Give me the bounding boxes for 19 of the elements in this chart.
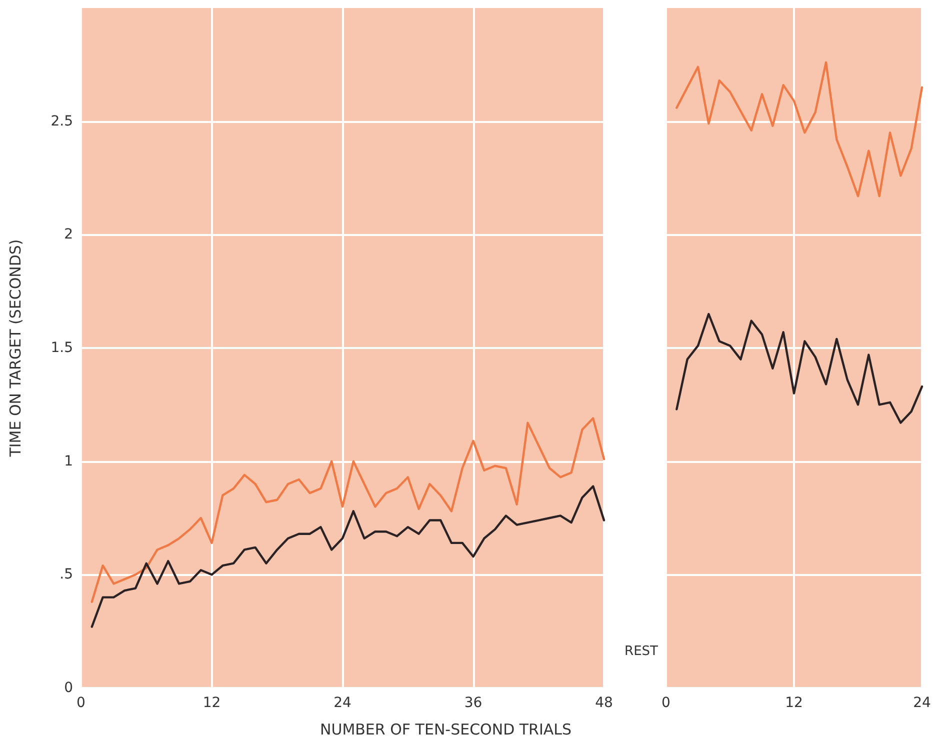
x-tick-label: 36 <box>464 695 482 711</box>
y-axis-title: TIME ON TARGET (SECONDS) <box>6 239 24 458</box>
y-tick-label: 0 <box>64 680 73 696</box>
x-tick-label: 24 <box>334 695 352 711</box>
line-series <box>90 485 606 628</box>
x-tick-label: 0 <box>662 695 670 711</box>
y-tick-label: 1 <box>64 453 73 470</box>
x-tick-label: 12 <box>202 695 221 711</box>
y-tick-label: .5 <box>60 566 73 583</box>
text: REST <box>624 644 658 659</box>
y-tick-label: 2.5 <box>50 113 73 130</box>
x-axis-title: NUMBER OF TEN-SECOND TRIALS <box>320 720 572 738</box>
line-series <box>90 417 606 603</box>
x-tick-label: 48 <box>595 695 613 711</box>
y-tick-label: 2 <box>64 226 73 243</box>
y-tick-label: 1.5 <box>50 340 73 356</box>
x-tick-label: 0 <box>76 695 86 711</box>
x-tick-label: 12 <box>785 695 803 711</box>
x-tick-label: 24 <box>913 695 931 711</box>
